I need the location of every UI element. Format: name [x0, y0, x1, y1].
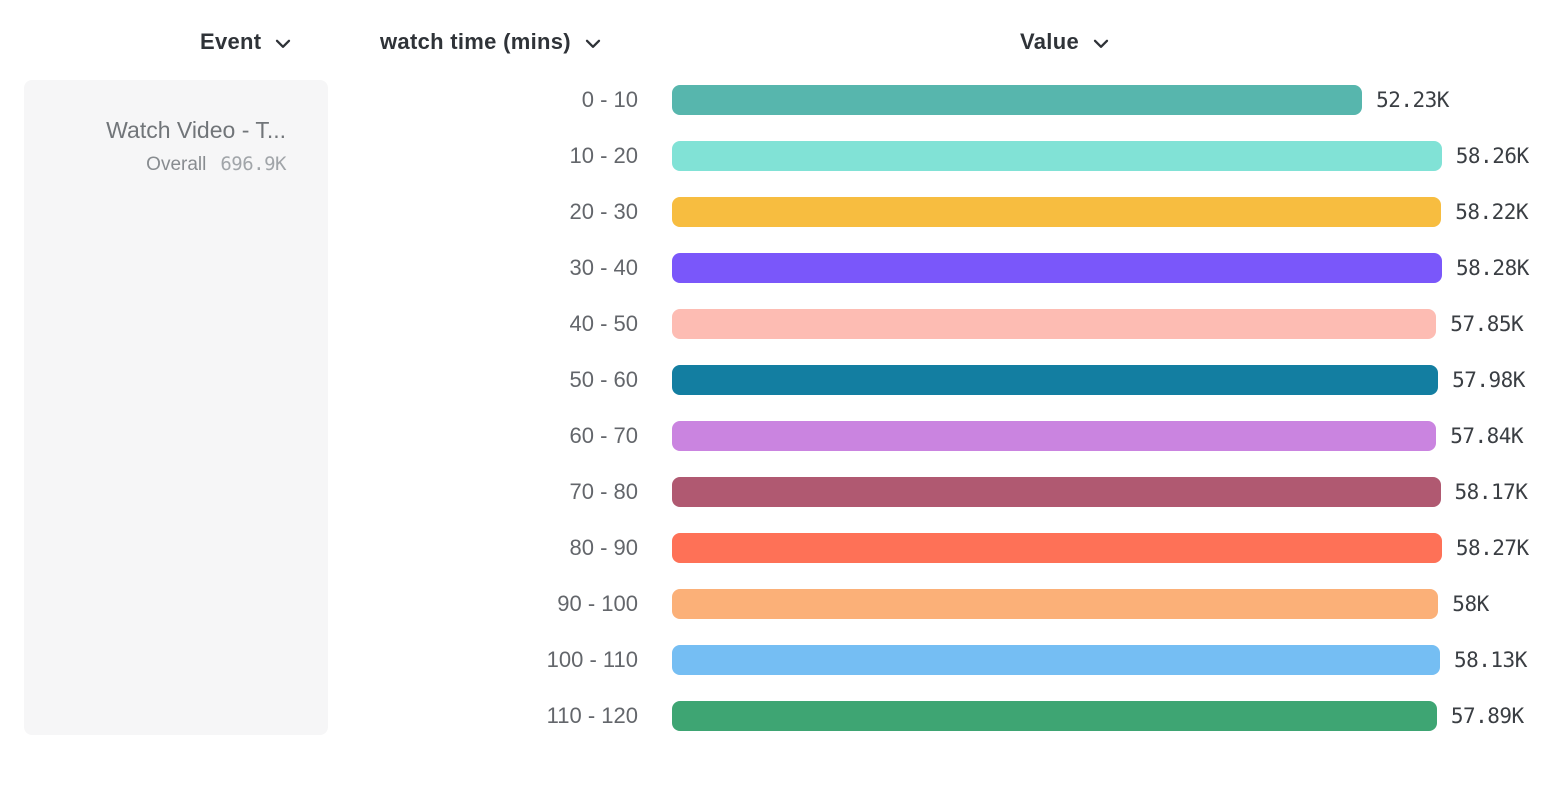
bar-track: 57.89K — [672, 701, 1524, 731]
event-column-header[interactable]: Event — [200, 26, 291, 58]
bar-area: 58.17K — [672, 477, 1568, 507]
bar-value-label: 58.17K — [1454, 480, 1528, 504]
bar-area: 58.28K — [672, 253, 1568, 283]
bar-row: 110 - 120 57.89K — [0, 688, 1568, 744]
bar-track: 57.85K — [672, 309, 1524, 339]
bar-row: 60 - 70 57.84K — [0, 408, 1568, 464]
bar-area: 58K — [672, 589, 1568, 619]
bar-segment[interactable] — [672, 533, 1442, 563]
bar-row: 40 - 50 57.85K — [0, 296, 1568, 352]
bar-row: 0 - 10 52.23K — [0, 72, 1568, 128]
bar-segment[interactable] — [672, 309, 1437, 339]
value-column-label: Value — [1020, 29, 1079, 54]
category-label: 60 - 70 — [569, 423, 639, 448]
bar-area: 57.84K — [672, 421, 1568, 451]
bar-segment[interactable] — [672, 253, 1442, 283]
category-label: 90 - 100 — [557, 591, 638, 616]
category-label: 0 - 10 — [581, 87, 638, 112]
bar-track: 57.98K — [672, 365, 1525, 395]
overall-value: 696.9K — [220, 153, 286, 175]
bar-value-label: 58.13K — [1453, 648, 1527, 672]
bar-segment[interactable] — [672, 141, 1442, 171]
bar-segment[interactable] — [672, 197, 1442, 227]
breakdown-column-header[interactable]: watch time (mins) — [380, 26, 601, 58]
bar-value-label: 58.28K — [1456, 256, 1529, 280]
bar-row: 50 - 60 57.98K — [0, 352, 1568, 408]
value-column-header[interactable]: Value — [1020, 26, 1109, 58]
category-label: 10 - 20 — [569, 143, 639, 168]
bar-track: 58.22K — [672, 197, 1529, 227]
chevron-down-icon — [1093, 39, 1109, 48]
category-label: 20 - 30 — [569, 199, 639, 224]
breakdown-column-label: watch time (mins) — [380, 29, 571, 54]
legend-card: Watch Video - T... Overall 696.9K — [24, 80, 328, 735]
legend-event-name: Watch Video - T... — [106, 117, 286, 143]
bar-track: 58.17K — [672, 477, 1528, 507]
bar-row: 80 - 90 58.27K — [0, 520, 1568, 576]
event-column-label: Event — [200, 29, 262, 54]
bar-track: 58.13K — [672, 645, 1527, 675]
bar-segment[interactable] — [672, 85, 1363, 115]
bar-value-label: 58K — [1452, 592, 1489, 616]
bar-area: 58.22K — [672, 197, 1568, 227]
bar-value-label: 57.84K — [1450, 424, 1524, 448]
bar-value-label: 58.22K — [1455, 200, 1529, 224]
bar-track: 58.26K — [672, 141, 1529, 171]
overall-label: Overall — [146, 154, 207, 175]
category-label: 70 - 80 — [569, 479, 639, 504]
bar-value-label: 52.23K — [1376, 88, 1449, 112]
bar-area: 57.98K — [672, 365, 1568, 395]
chevron-down-icon — [276, 39, 291, 48]
legend-overall-row: Overall 696.9K — [24, 153, 286, 176]
bar-segment[interactable] — [672, 645, 1440, 675]
bar-track: 57.84K — [672, 421, 1524, 451]
category-label: 30 - 40 — [569, 255, 639, 280]
bar-track: 58.28K — [672, 253, 1529, 283]
bar-row: 100 - 110 58.13K — [0, 632, 1568, 688]
bar-row: 10 - 20 58.26K — [0, 128, 1568, 184]
bar-row: 90 - 100 58K — [0, 576, 1568, 632]
bar-value-label: 57.98K — [1452, 368, 1525, 392]
bar-row: 20 - 30 58.22K — [0, 184, 1568, 240]
bar-segment[interactable] — [672, 365, 1439, 395]
bar-row: 30 - 40 58.28K — [0, 240, 1568, 296]
category-label: 40 - 50 — [569, 311, 639, 336]
bar-area: 57.85K — [672, 309, 1568, 339]
category-label: 50 - 60 — [569, 367, 639, 392]
bar-segment[interactable] — [672, 421, 1437, 451]
bar-area: 58.27K — [672, 533, 1568, 563]
bar-row: 70 - 80 58.17K — [0, 464, 1568, 520]
chevron-down-icon — [585, 39, 601, 48]
bar-segment[interactable] — [672, 701, 1437, 731]
bar-track: 52.23K — [672, 85, 1449, 115]
bar-chart: 0 - 10 52.23K 10 - 20 58.26K 20 - 30 — [0, 72, 1568, 744]
category-label: 110 - 120 — [546, 703, 638, 728]
bar-track: 58.27K — [672, 533, 1529, 563]
bar-segment[interactable] — [672, 477, 1441, 507]
bar-value-label: 58.26K — [1455, 144, 1529, 168]
bar-value-label: 57.89K — [1450, 704, 1524, 728]
bar-area: 52.23K — [672, 85, 1568, 115]
category-label: 80 - 90 — [569, 535, 639, 560]
bar-area: 57.89K — [672, 701, 1568, 731]
legend-item-event[interactable]: Watch Video - T... Overall 696.9K — [24, 80, 328, 176]
bar-segment[interactable] — [672, 589, 1439, 619]
bar-value-label: 58.27K — [1455, 536, 1529, 560]
bar-area: 58.26K — [672, 141, 1568, 171]
bar-value-label: 57.85K — [1450, 312, 1524, 336]
bar-area: 58.13K — [672, 645, 1568, 675]
bar-track: 58K — [672, 589, 1489, 619]
category-label: 100 - 110 — [546, 647, 638, 672]
